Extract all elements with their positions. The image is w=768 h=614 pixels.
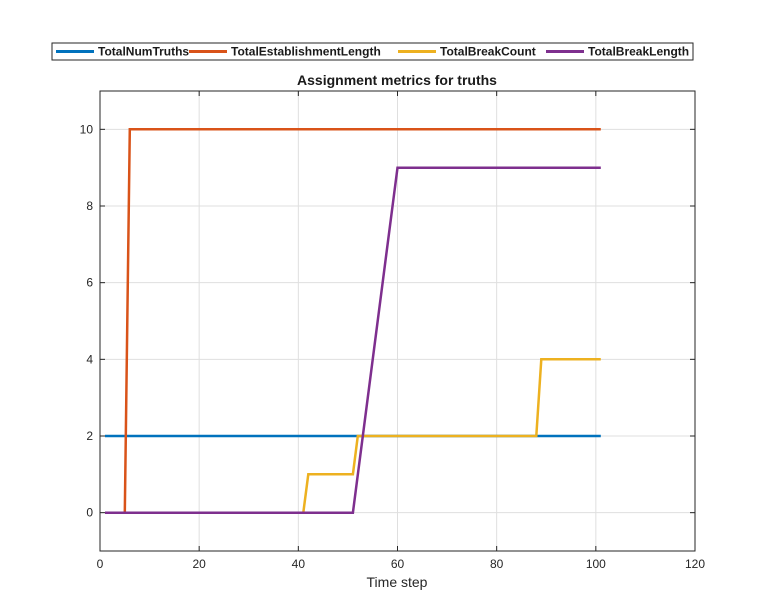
legend-item-total-num-truths: TotalNumTruths (56, 45, 189, 59)
x-tick-label: 0 (97, 557, 104, 571)
x-tick-label: 120 (685, 557, 705, 571)
chart-title: Assignment metrics for truths (297, 72, 497, 88)
legend-item-total-establishment-length: TotalEstablishmentLength (189, 45, 381, 59)
series-line-total-break-length (105, 166, 601, 514)
legend-label: TotalBreakCount (440, 45, 536, 59)
y-tick-label: 0 (86, 506, 93, 520)
legend-label: TotalBreakLength (588, 45, 689, 59)
x-tick-label: 100 (586, 557, 606, 571)
legend-box (51, 42, 694, 61)
plot-area: 0 20 40 60 80 100 120 0 2 4 6 8 10 (80, 90, 705, 571)
legend: TotalNumTruths TotalEstablishmentLength To… (51, 42, 694, 61)
y-tick-label: 6 (86, 276, 93, 290)
legend-item-total-break-length: TotalBreakLength (546, 45, 689, 59)
y-tick-label: 4 (86, 352, 93, 366)
series-lines (105, 128, 601, 514)
legend-item-total-break-count: TotalBreakCount (398, 45, 536, 59)
legend-items: TotalNumTruths TotalEstablishmentLength To… (56, 45, 689, 59)
x-axis-label: Time step (367, 574, 428, 590)
ticks: 0 20 40 60 80 100 120 0 2 4 6 8 10 (80, 91, 705, 571)
x-tick-label: 80 (490, 557, 504, 571)
x-tick-label: 60 (391, 557, 405, 571)
x-tick-label: 20 (192, 557, 206, 571)
y-tick-label: 2 (86, 429, 93, 443)
x-tick-label: 40 (292, 557, 306, 571)
y-tick-label: 10 (80, 122, 94, 136)
y-tick-label: 8 (86, 199, 93, 213)
legend-label: TotalNumTruths (98, 45, 189, 59)
legend-label: TotalEstablishmentLength (231, 45, 381, 59)
series-line-total-break-count (105, 358, 601, 514)
